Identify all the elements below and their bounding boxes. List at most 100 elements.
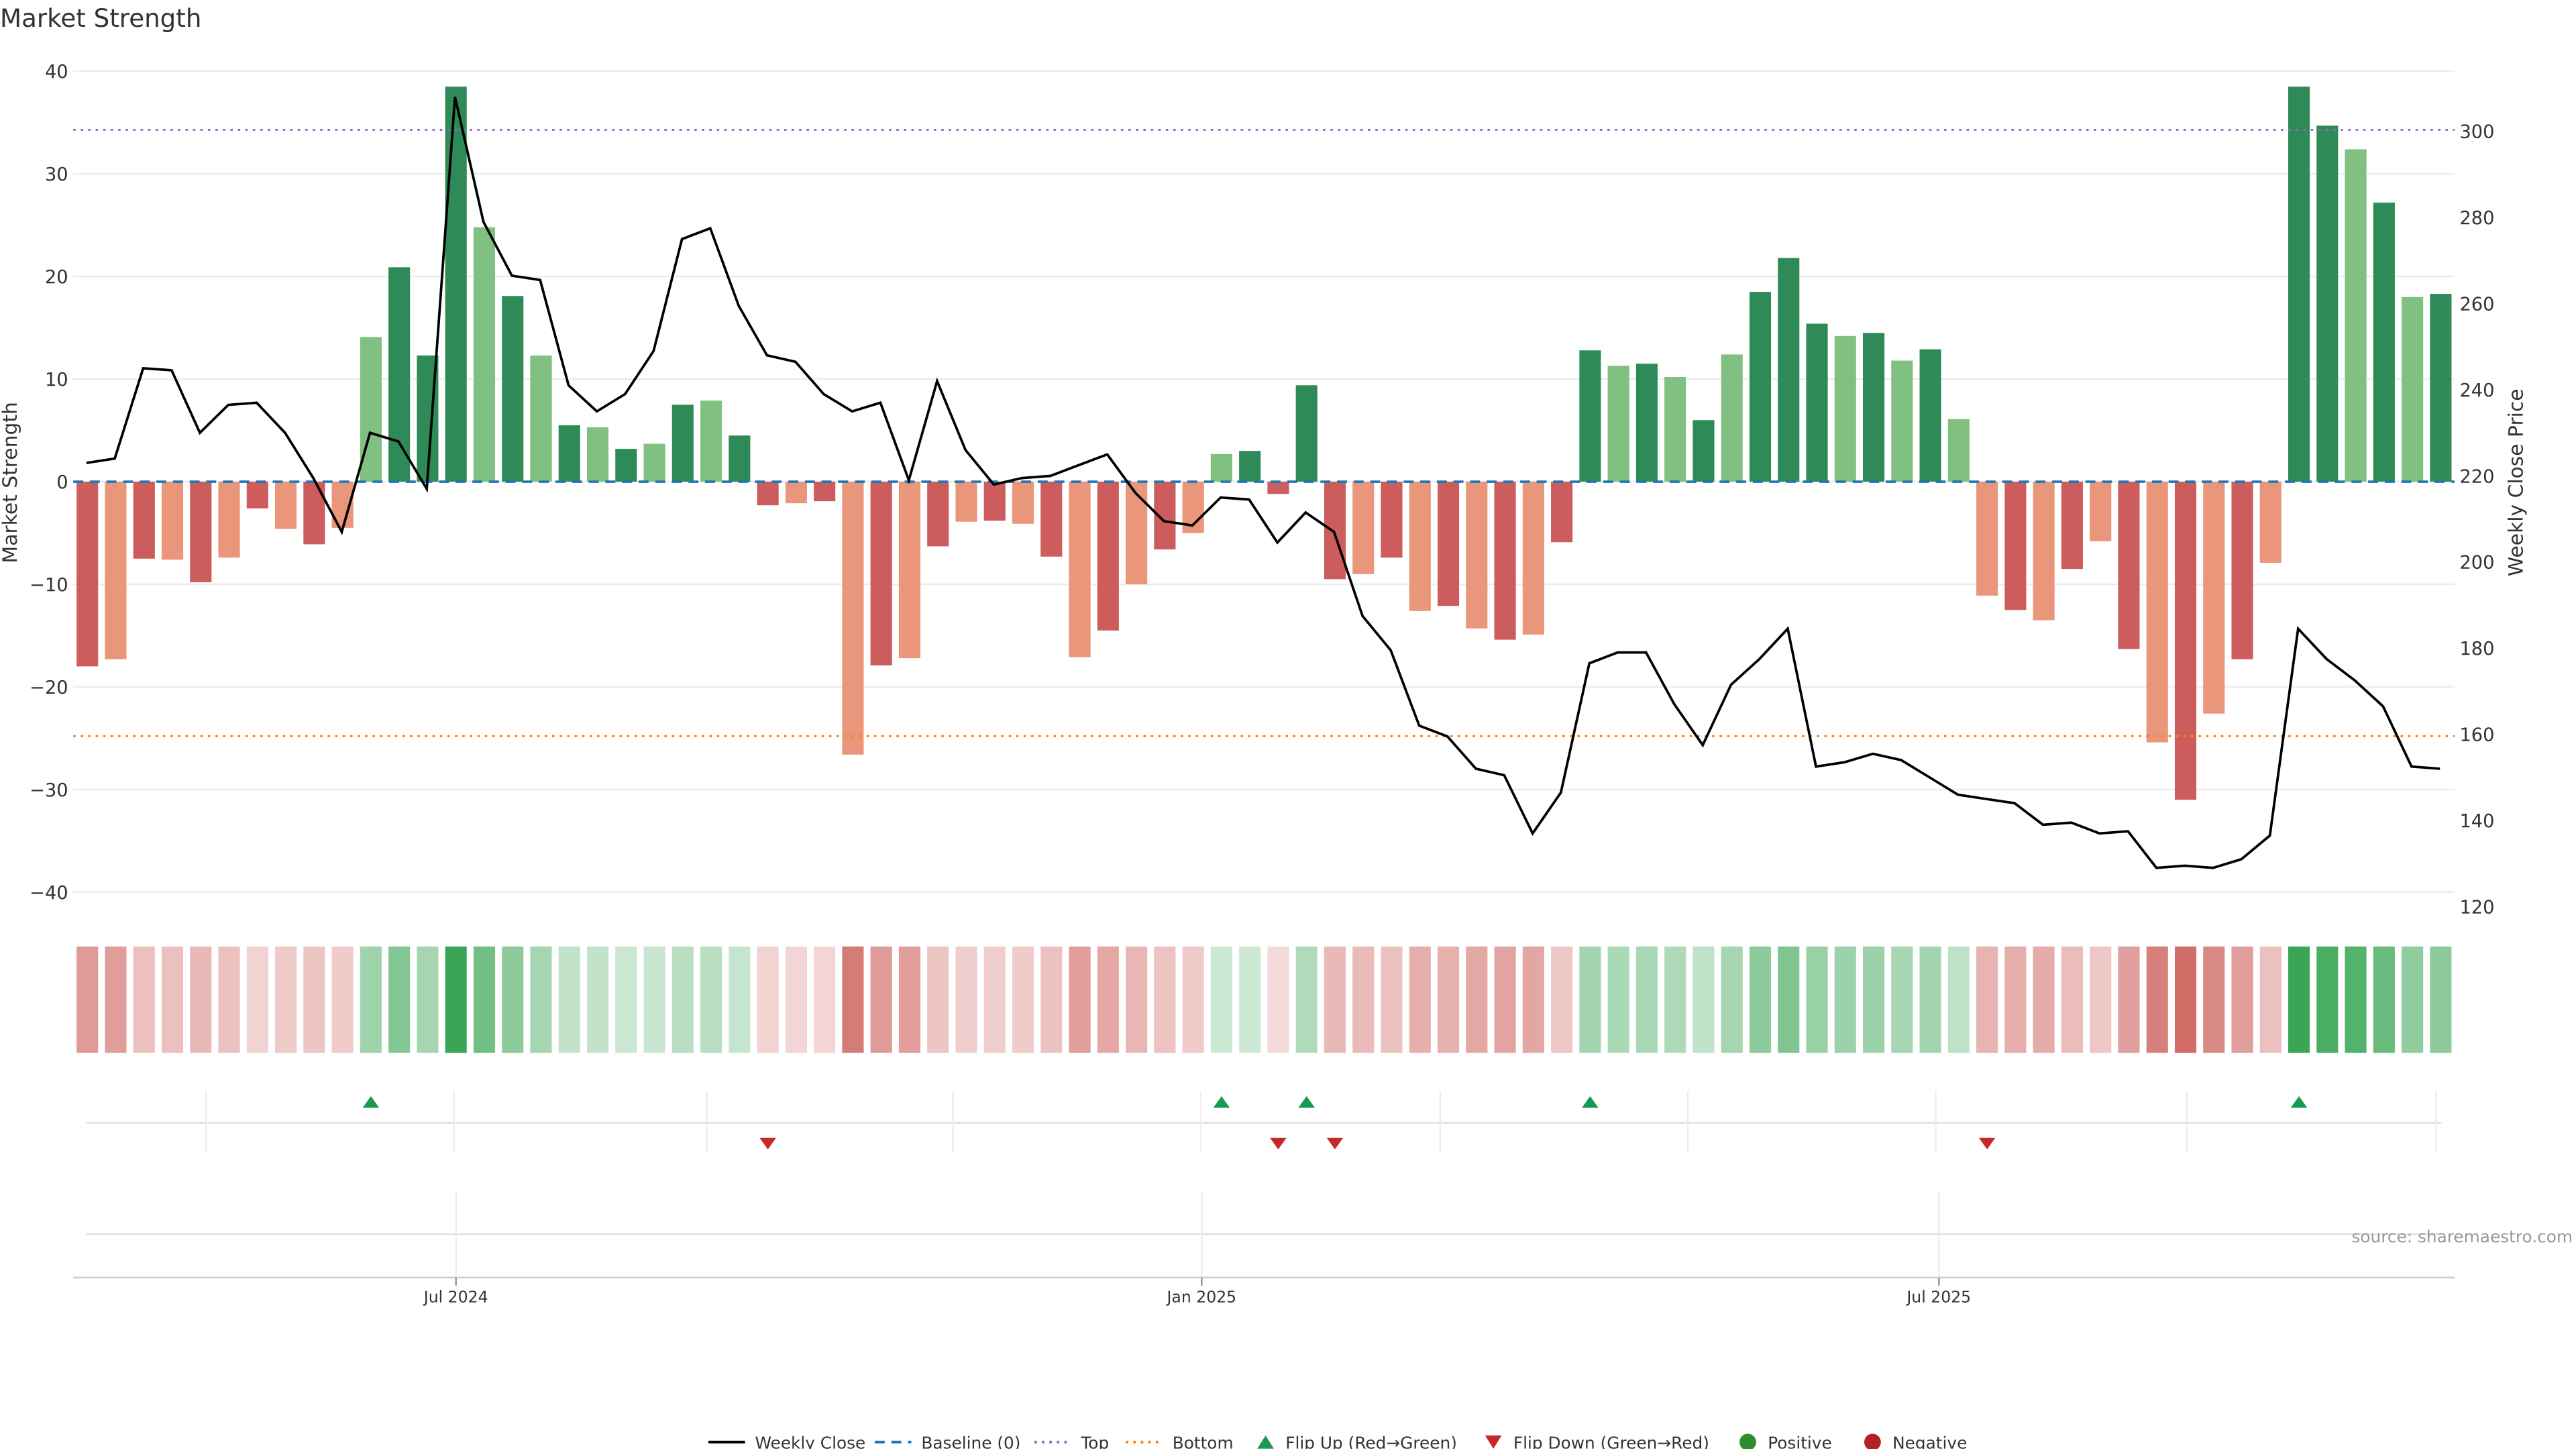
- empty-panel: [73, 1233, 2455, 1279]
- strength-bar: [1040, 482, 1063, 557]
- strength-bar: [218, 482, 240, 558]
- strength-bar: [2118, 482, 2140, 649]
- flip-up-marker: [362, 1096, 380, 1108]
- legend-swatch: [1864, 1434, 1881, 1449]
- strength-bar: [558, 425, 580, 482]
- heat-cell: [275, 946, 297, 1053]
- strength-bar: [388, 267, 411, 482]
- heat-cell: [1012, 946, 1034, 1053]
- heat-cell: [1834, 946, 1856, 1053]
- legend-item: Flip Up (Red→Green): [1257, 1434, 1457, 1449]
- heat-cell: [2345, 946, 2367, 1053]
- heat-cell: [161, 946, 184, 1053]
- flip-down-marker: [1978, 1138, 1996, 1150]
- heat-cell: [672, 946, 694, 1053]
- strength-bar: [870, 482, 892, 665]
- strength-bar: [2146, 482, 2168, 743]
- heat-cell: [445, 946, 467, 1053]
- heat-cell: [1862, 946, 1885, 1053]
- strength-bar: [842, 482, 864, 755]
- strength-bar: [1947, 419, 1970, 482]
- strength-bars: [76, 87, 2452, 800]
- heat-cell: [1409, 946, 1431, 1053]
- heat-cell: [615, 946, 637, 1053]
- heat-cell: [586, 946, 609, 1053]
- source-note: source: sharemaestro.com: [2351, 1227, 2573, 1246]
- heat-cell: [303, 946, 325, 1053]
- weekly-close-line: [86, 97, 2440, 869]
- strength-bar: [2090, 482, 2112, 541]
- heat-cell: [1154, 946, 1176, 1053]
- strength-bar: [133, 482, 155, 559]
- legend-swatch: [1257, 1435, 1274, 1449]
- heat-cell: [502, 946, 524, 1053]
- heat-cell: [2402, 946, 2424, 1053]
- strength-bar: [2174, 482, 2197, 800]
- heat-cell: [1579, 946, 1601, 1053]
- heat-cell: [1295, 946, 1318, 1053]
- strength-bar: [1295, 385, 1318, 482]
- strength-bar: [1778, 258, 1800, 482]
- heat-cell: [898, 946, 921, 1053]
- strength-bar: [1891, 360, 1913, 482]
- heat-cell: [1466, 946, 1488, 1053]
- strength-bar: [672, 405, 694, 482]
- right-tick-label: 160: [2459, 725, 2494, 746]
- heat-cell: [1551, 946, 1573, 1053]
- heat-cell: [1182, 946, 1204, 1053]
- strength-bar: [502, 296, 524, 482]
- strength-bar: [2231, 482, 2253, 659]
- strength-bar: [1324, 482, 1346, 580]
- heat-cell: [983, 946, 1006, 1053]
- flip-down-marker: [759, 1138, 777, 1150]
- strength-bar: [1862, 333, 1885, 482]
- legend-item: Flip Down (Green→Red): [1485, 1434, 1709, 1449]
- legend-item: Top: [1034, 1434, 1109, 1449]
- heat-cell: [1381, 946, 1403, 1053]
- heat-cell: [1437, 946, 1460, 1053]
- heat-cell: [1239, 946, 1261, 1053]
- heat-cell: [218, 946, 240, 1053]
- heat-cell: [1607, 946, 1629, 1053]
- strength-bar: [1749, 292, 1772, 482]
- legend-swatch: [1485, 1435, 1502, 1449]
- heat-cell: [1069, 946, 1091, 1053]
- heat-cell: [1210, 946, 1232, 1053]
- heat-cell: [2174, 946, 2197, 1053]
- heat-cell: [785, 946, 807, 1053]
- heat-cell: [388, 946, 411, 1053]
- strength-bar: [445, 87, 467, 482]
- date-tick-label: Jul 2025: [1905, 1287, 1971, 1306]
- heat-cell: [1267, 946, 1289, 1053]
- flip-up-marker: [2290, 1096, 2308, 1108]
- heat-cell: [105, 946, 127, 1053]
- strength-bar: [1409, 482, 1431, 611]
- heat-cell: [1721, 946, 1743, 1053]
- heat-cell: [1324, 946, 1346, 1053]
- strength-bar: [1976, 482, 1998, 596]
- heat-cell: [1635, 946, 1658, 1053]
- legend-label: Weekly Close: [755, 1434, 865, 1449]
- strength-bar: [1551, 482, 1573, 543]
- heat-cell: [1749, 946, 1772, 1053]
- heat-cell: [2231, 946, 2253, 1053]
- strength-bar: [246, 482, 268, 508]
- right-tick-label: 260: [2459, 294, 2494, 315]
- strength-bar: [1381, 482, 1403, 558]
- left-tick-label: 30: [45, 164, 68, 185]
- legend-label: Bottom: [1173, 1434, 1234, 1449]
- strength-bar: [76, 482, 99, 667]
- legend: Weekly Close Baseline (0) Top Bottom Flip Up…: [708, 1434, 1967, 1449]
- heat-cell: [2316, 946, 2339, 1053]
- strength-bar: [1267, 482, 1289, 494]
- left-tick-label: −10: [30, 575, 68, 596]
- left-tick-label: 0: [56, 472, 68, 493]
- strength-bar: [161, 482, 184, 560]
- heat-cell: [1891, 946, 1913, 1053]
- heat-cell: [757, 946, 779, 1053]
- legend-swatch: [1739, 1434, 1756, 1449]
- strength-bar: [2061, 482, 2083, 570]
- heat-cell: [2288, 946, 2310, 1053]
- strength-bar: [1494, 482, 1516, 640]
- strength-bar: [1919, 349, 1941, 482]
